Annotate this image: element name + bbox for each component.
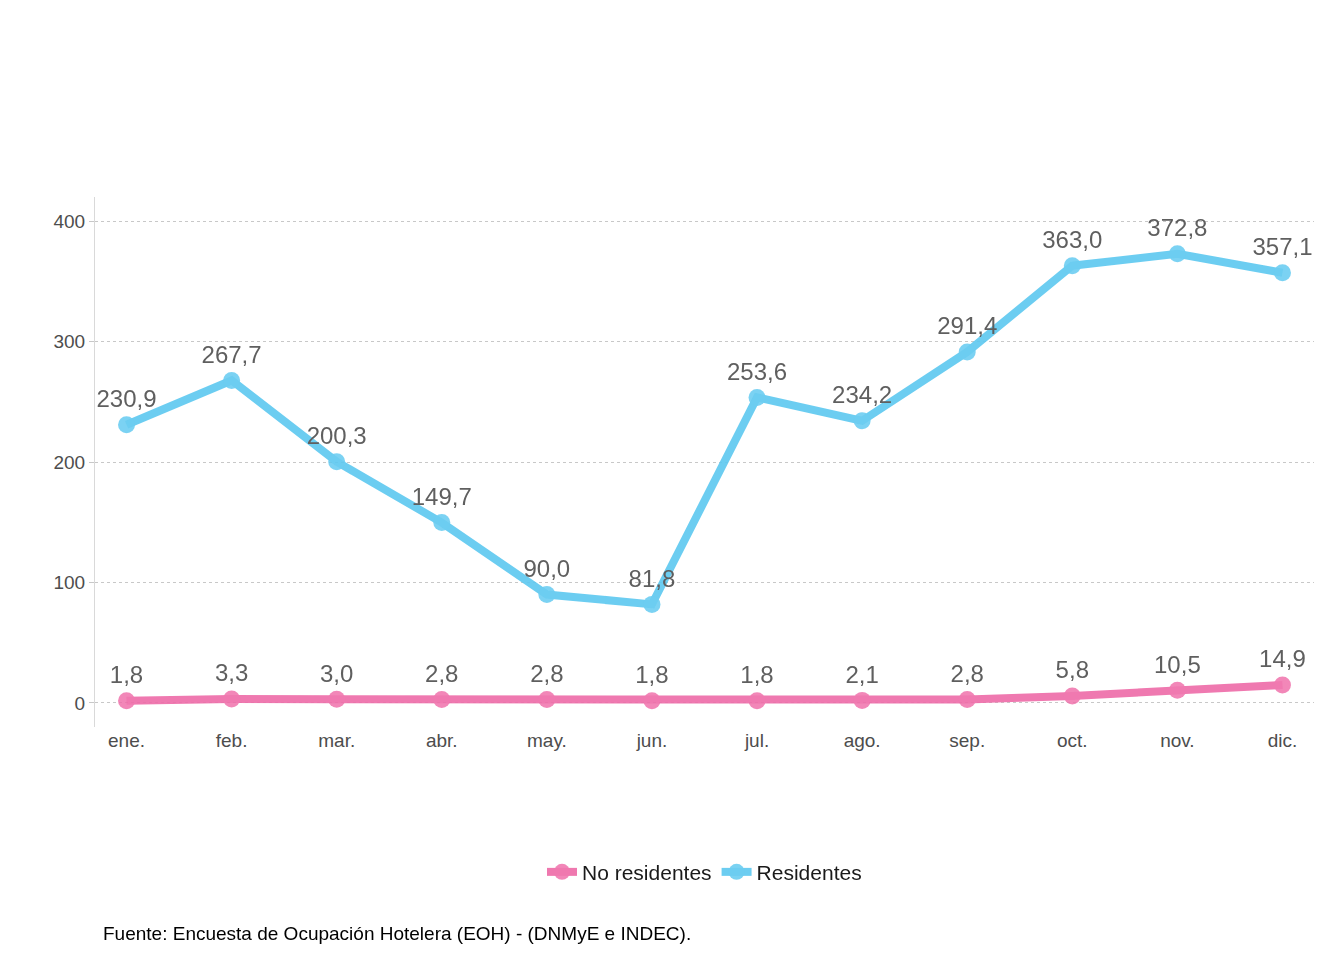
svg-text:300: 300 [53, 331, 85, 352]
svg-text:372,8: 372,8 [1147, 214, 1207, 241]
svg-text:dic.: dic. [1268, 730, 1298, 751]
svg-text:10,5: 10,5 [1154, 651, 1201, 678]
svg-text:1,8: 1,8 [740, 661, 773, 688]
svg-text:1,8: 1,8 [635, 661, 668, 688]
svg-text:jun.: jun. [636, 730, 668, 751]
svg-text:14,9: 14,9 [1259, 645, 1306, 672]
svg-text:90,0: 90,0 [524, 555, 571, 582]
svg-text:200: 200 [53, 452, 85, 473]
svg-text:Fuente: Encuesta de Ocupación: Fuente: Encuesta de Ocupación Hotelera (… [103, 923, 691, 944]
svg-text:feb.: feb. [216, 730, 248, 751]
svg-text:81,8: 81,8 [629, 565, 676, 592]
svg-text:291,4: 291,4 [937, 312, 997, 339]
svg-text:1,8: 1,8 [110, 661, 143, 688]
svg-text:3,0: 3,0 [320, 660, 353, 687]
svg-text:200,3: 200,3 [307, 422, 367, 449]
svg-text:5,8: 5,8 [1056, 656, 1089, 683]
svg-text:149,7: 149,7 [412, 483, 472, 510]
svg-text:0: 0 [75, 693, 86, 714]
svg-text:sep.: sep. [949, 730, 985, 751]
svg-text:No residentes: No residentes [582, 861, 712, 884]
svg-text:jul.: jul. [744, 730, 769, 751]
svg-text:2,8: 2,8 [530, 660, 563, 687]
svg-text:230,9: 230,9 [96, 385, 156, 412]
svg-text:3,3: 3,3 [215, 659, 248, 686]
svg-text:234,2: 234,2 [832, 381, 892, 408]
svg-text:267,7: 267,7 [202, 341, 262, 368]
svg-text:ago.: ago. [844, 730, 881, 751]
svg-text:357,1: 357,1 [1252, 233, 1312, 260]
svg-text:100: 100 [53, 572, 85, 593]
svg-text:400: 400 [53, 211, 85, 232]
svg-text:2,8: 2,8 [951, 660, 984, 687]
svg-text:may.: may. [527, 730, 567, 751]
svg-text:253,6: 253,6 [727, 358, 787, 385]
svg-text:mar.: mar. [318, 730, 355, 751]
svg-text:oct.: oct. [1057, 730, 1088, 751]
svg-text:ene.: ene. [108, 730, 145, 751]
svg-text:nov.: nov. [1160, 730, 1195, 751]
svg-text:2,1: 2,1 [845, 661, 878, 688]
svg-text:2,8: 2,8 [425, 660, 458, 687]
svg-text:abr.: abr. [426, 730, 458, 751]
svg-text:Residentes: Residentes [757, 861, 862, 884]
svg-text:363,0: 363,0 [1042, 226, 1102, 253]
